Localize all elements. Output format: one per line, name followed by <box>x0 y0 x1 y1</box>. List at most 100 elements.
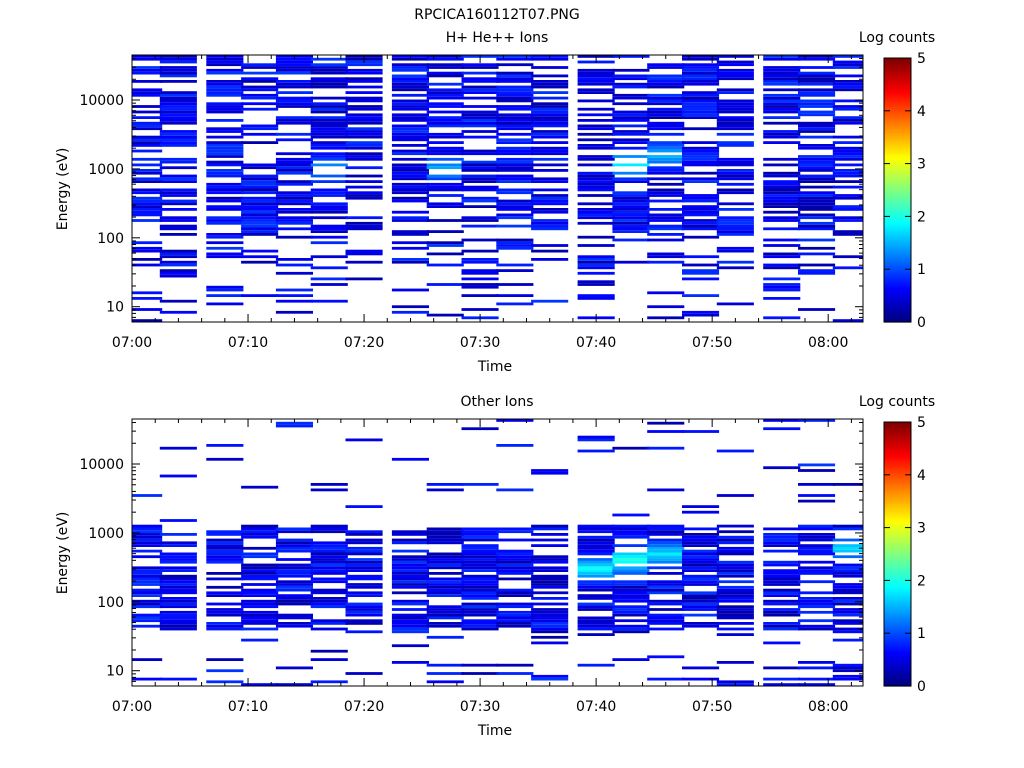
heatmap-cell <box>391 241 429 245</box>
colorbar-segment <box>884 132 911 136</box>
heatmap-cell <box>310 57 348 61</box>
heatmap-cell <box>275 82 313 86</box>
heatmap-cell <box>682 544 720 547</box>
colorbar-segment <box>884 587 911 590</box>
heatmap-cell <box>206 585 244 589</box>
heatmap-cell <box>241 208 279 211</box>
colorbar-segment <box>884 543 911 546</box>
heatmap-cell <box>241 574 279 578</box>
heatmap-cell <box>682 594 720 597</box>
heatmap-cell <box>716 77 754 81</box>
heatmap-cell <box>682 63 720 67</box>
heatmap-cell <box>159 160 197 164</box>
heatmap-cell <box>275 310 313 314</box>
heatmap-cell <box>577 633 615 636</box>
heatmap-cell <box>275 602 313 606</box>
heatmap-cell <box>391 107 429 111</box>
heatmap-cell <box>531 135 569 139</box>
heatmap-cell <box>345 155 383 158</box>
heatmap-cell <box>798 155 836 158</box>
heatmap-cell <box>426 93 464 97</box>
heatmap-cell <box>310 132 348 136</box>
heatmap-cell <box>682 608 720 611</box>
heatmap-cell <box>682 205 720 208</box>
heatmap-cell <box>612 93 650 97</box>
heatmap-cell <box>531 210 569 214</box>
heatmap-cell <box>461 624 499 628</box>
heatmap-cell <box>531 221 569 225</box>
heatmap-cell <box>531 196 569 200</box>
heatmap-cell <box>275 294 313 297</box>
heatmap-cell <box>798 269 836 272</box>
heatmap-cell <box>577 221 615 225</box>
heatmap-cell <box>345 116 383 119</box>
heatmap-cell <box>206 127 244 131</box>
heatmap-cell <box>391 119 429 122</box>
heatmap-cell <box>275 588 313 592</box>
heatmap-cell <box>391 188 429 192</box>
heatmap-cell <box>682 57 720 61</box>
heatmap-cell <box>612 594 650 597</box>
heatmap-cell <box>763 82 801 86</box>
heatmap-cell <box>716 127 754 131</box>
heatmap-cell <box>531 96 569 100</box>
heatmap-cell <box>531 602 569 606</box>
heatmap-cell <box>496 577 534 581</box>
heatmap-cell <box>461 174 499 178</box>
heatmap-cell <box>426 616 464 620</box>
heatmap-cell <box>391 80 429 83</box>
heatmap-cell <box>391 68 429 72</box>
heatmap-cell <box>496 152 534 156</box>
heatmap-cell <box>241 563 279 567</box>
colorbar-segment <box>884 201 911 204</box>
heatmap-cell <box>496 116 534 119</box>
heatmap-cell <box>310 205 348 208</box>
heatmap-cell <box>682 310 720 314</box>
colorbar-segment <box>884 591 911 595</box>
colorbar-segment <box>884 130 911 134</box>
heatmap-cell <box>241 524 279 528</box>
heatmap-cell <box>531 149 569 153</box>
heatmap-cell <box>577 258 615 261</box>
heatmap-cell <box>798 602 836 606</box>
heatmap-cell <box>206 602 244 606</box>
heatmap-cell <box>391 583 429 586</box>
heatmap-cell <box>310 627 348 631</box>
heatmap-cell <box>275 219 313 222</box>
heatmap-cell <box>763 569 801 572</box>
colorbar-segment <box>884 236 911 239</box>
heatmap-cell <box>241 96 279 100</box>
heatmap-cell <box>496 538 534 542</box>
colorbar-segment <box>884 113 911 116</box>
heatmap-cell <box>612 535 650 539</box>
heatmap-cell <box>682 574 720 578</box>
colorbar-segment <box>884 560 911 564</box>
colorbar-segment <box>884 317 911 321</box>
colorbar-tick-label: 5 <box>917 415 926 431</box>
heatmap-cell <box>531 146 569 150</box>
heatmap-cell <box>345 538 383 542</box>
heatmap-cell <box>159 180 197 183</box>
heatmap-cell <box>391 196 429 200</box>
colorbar-segment <box>884 538 911 542</box>
heatmap-cell <box>716 163 754 167</box>
heatmap-cell <box>461 163 499 167</box>
colorbar-segment <box>884 308 911 312</box>
heatmap-cell <box>461 271 499 275</box>
heatmap-cell <box>132 297 163 300</box>
heatmap-cell <box>577 624 615 628</box>
heatmap-cell <box>496 191 534 195</box>
heatmap-cell <box>132 93 163 97</box>
heatmap-cell <box>461 188 499 192</box>
heatmap-cell <box>275 60 313 64</box>
heatmap-cell <box>763 171 801 175</box>
colorbar-segment <box>884 435 911 438</box>
heatmap-cell <box>682 116 720 119</box>
x-tick-label: 07:20 <box>344 699 384 715</box>
heatmap-cell <box>345 613 383 617</box>
colorbar-segment <box>884 234 911 237</box>
heatmap-cell <box>206 119 244 122</box>
heatmap-cell <box>647 585 685 589</box>
heatmap-cell <box>391 63 429 67</box>
heatmap-cell <box>275 599 313 603</box>
